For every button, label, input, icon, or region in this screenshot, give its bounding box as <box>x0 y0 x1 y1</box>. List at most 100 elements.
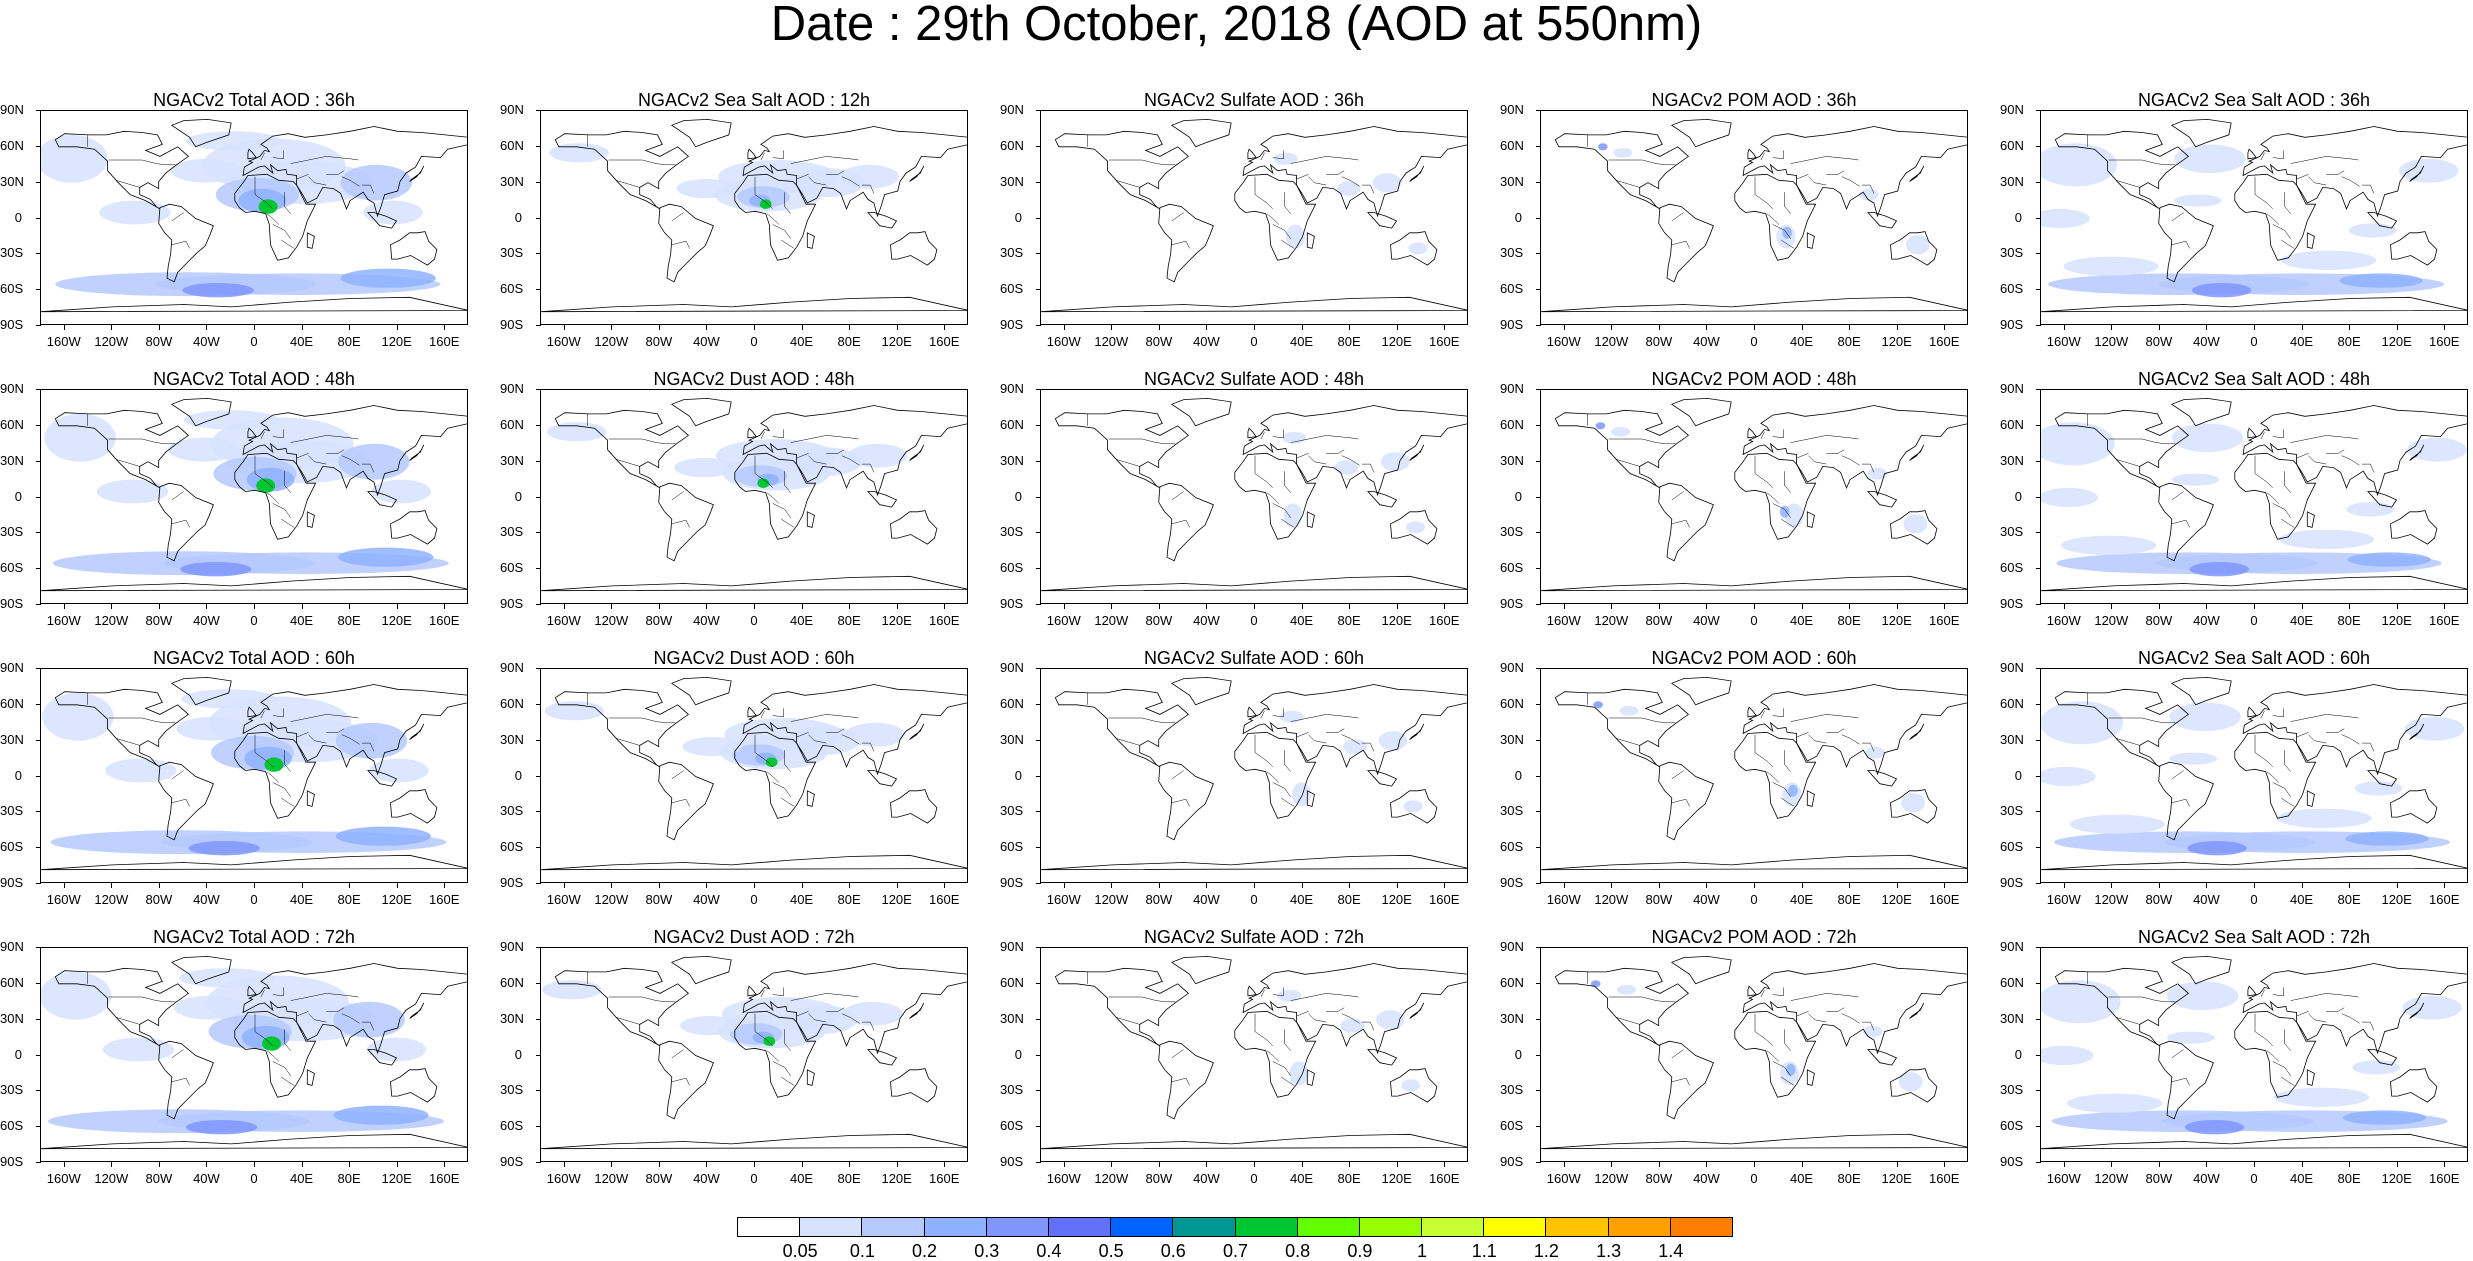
colorbar-label: 0.05 <box>782 1241 818 1261</box>
aod-field-area <box>547 422 607 442</box>
country-border <box>2260 152 2265 161</box>
lat-label: 30S <box>2000 803 2024 819</box>
coastline <box>867 770 898 787</box>
lon-label: 40E <box>1289 892 1314 907</box>
lon-label: 160E <box>429 1171 460 1186</box>
coastline <box>2054 409 2190 489</box>
lat-tick <box>1536 289 1541 291</box>
coastline <box>2247 985 2257 997</box>
coastline <box>41 296 467 313</box>
lat-label: 60S <box>2000 560 2024 576</box>
lat-label: 0 <box>514 1046 522 1062</box>
lat-label: 0 <box>1514 767 1522 783</box>
country-border <box>1808 1013 1827 1023</box>
country-border <box>1171 798 1190 807</box>
country-border <box>1754 1013 1773 1047</box>
lat-tick <box>1536 1090 1541 1092</box>
lat-tick <box>1036 289 1041 291</box>
coastline <box>1890 231 1938 266</box>
coastline <box>2409 165 2425 182</box>
country-border <box>2171 1049 2184 1059</box>
lon-label: 120E <box>881 892 912 907</box>
lon-label: 80E <box>837 334 861 349</box>
lat-tick <box>36 181 41 183</box>
country-border <box>1608 159 1676 166</box>
coastline <box>234 452 317 540</box>
country-border <box>1260 989 1265 998</box>
lat-tick <box>1536 532 1541 534</box>
coastline <box>1158 1040 1214 1120</box>
country-border <box>284 471 291 493</box>
country-border <box>615 1017 640 1025</box>
country-border <box>1362 1021 1375 1031</box>
lon-label: 40E <box>2289 1171 2314 1186</box>
country-border <box>2362 1021 2375 1031</box>
coastline <box>1747 148 1757 160</box>
coastline <box>41 854 467 871</box>
map-plot <box>40 668 468 883</box>
aod-field-area <box>1611 427 1631 437</box>
lon-tick <box>1301 325 1303 330</box>
country-border <box>2108 996 2176 1003</box>
lat-label: 60S <box>500 281 524 297</box>
country-border <box>671 770 684 780</box>
map-plot <box>540 668 968 883</box>
coastline <box>247 706 257 718</box>
lat-tick <box>1036 1018 1041 1020</box>
country-border <box>760 989 765 998</box>
aod-field-area <box>790 447 862 476</box>
country-border <box>772 224 791 239</box>
coastline <box>1909 1002 1925 1019</box>
lat-label: 30S <box>500 524 524 540</box>
lat-tick <box>536 947 541 948</box>
lon-tick <box>1396 883 1398 888</box>
lon-label: 40W <box>693 613 720 628</box>
lat-tick <box>36 604 41 605</box>
lat-tick <box>536 1090 541 1092</box>
coastline <box>2367 770 2398 787</box>
lon-label: 120E <box>381 1171 412 1186</box>
country-border <box>1760 989 1765 998</box>
colorbar-swatch <box>737 1217 801 1237</box>
aod-field-area <box>2404 716 2465 741</box>
aod-field-area <box>2169 702 2241 732</box>
aod-field-area <box>41 134 108 183</box>
lon-tick <box>754 325 755 330</box>
country-border <box>1362 742 1375 752</box>
lon-tick <box>1349 1162 1351 1167</box>
lat-label: 0 <box>2014 209 2022 225</box>
country-border <box>615 180 640 188</box>
coastline <box>1247 706 1257 718</box>
lat-label: 90S <box>500 1154 524 1169</box>
colorbar-swatch <box>1047 1217 1112 1237</box>
coastline <box>1734 731 1817 819</box>
coastline <box>1041 296 1467 313</box>
map-svg <box>541 955 967 1150</box>
lon-tick <box>1206 604 1208 609</box>
lat-label: 60N <box>1000 416 1024 432</box>
lon-tick <box>2206 604 2208 609</box>
lon-tick <box>1444 325 1446 330</box>
coastline <box>2234 173 2317 261</box>
panel-title: NGACv2 Total AOD : 60h <box>153 648 355 668</box>
coastline <box>1541 296 1967 313</box>
aod-field-area <box>2041 208 2090 229</box>
lon-label: 120E <box>1381 1171 1412 1186</box>
aod-field-area <box>2167 981 2239 1011</box>
coastline <box>1867 770 1898 787</box>
lon-tick <box>1063 1162 1065 1167</box>
coastline <box>1554 409 1690 489</box>
lat-label: 0 <box>2014 767 2022 783</box>
aod-field-area <box>680 1016 740 1036</box>
aod-field-area <box>2041 980 2121 1024</box>
lon-tick <box>1301 883 1303 888</box>
coastline <box>1554 967 1690 1047</box>
lat-label: 60N <box>500 416 524 432</box>
country-border <box>2266 213 2279 225</box>
lat-label: 30N <box>1500 452 1524 468</box>
lat-label: 90N <box>1500 660 1524 675</box>
lon-label: 120E <box>2381 613 2412 628</box>
lat-label: 60S <box>1000 560 1024 576</box>
country-border <box>260 989 265 998</box>
lon-tick <box>349 604 351 609</box>
